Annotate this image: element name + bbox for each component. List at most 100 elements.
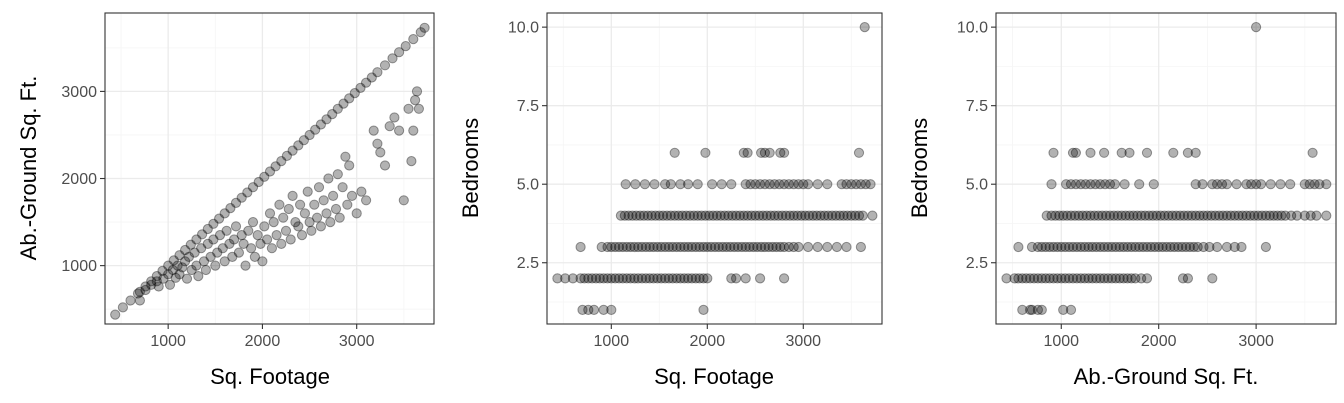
x-tick-label: 3000	[1238, 333, 1274, 350]
data-point	[617, 273, 628, 284]
data-point	[715, 210, 726, 221]
data-point	[1207, 273, 1218, 284]
panel-2-ticks: 1000 2000 3000 2.5 5.0 7.5 10.0	[508, 20, 821, 350]
data-point	[686, 241, 698, 253]
data-point	[636, 241, 648, 253]
data-point	[630, 179, 641, 190]
data-point	[287, 190, 298, 201]
data-point	[408, 34, 419, 45]
data-point	[1155, 210, 1166, 221]
data-point	[1124, 210, 1135, 221]
data-point	[1186, 210, 1197, 221]
data-point	[379, 60, 391, 71]
data-point	[1083, 241, 1094, 253]
data-point	[1036, 304, 1047, 315]
data-point	[744, 241, 755, 253]
data-point	[1017, 273, 1028, 284]
y-tick-label: 3000	[61, 84, 97, 101]
data-point	[652, 241, 663, 253]
data-point	[236, 230, 247, 241]
data-point	[1095, 179, 1106, 190]
data-point	[1089, 210, 1100, 221]
data-point	[1044, 273, 1055, 284]
data-point	[366, 72, 377, 83]
data-point	[692, 210, 703, 221]
data-point	[270, 161, 281, 172]
data-point	[759, 179, 771, 190]
data-point	[1304, 179, 1315, 190]
data-point	[321, 114, 332, 125]
data-point	[1251, 22, 1262, 33]
data-point	[713, 241, 724, 253]
data-point	[1071, 241, 1083, 253]
data-point	[368, 125, 379, 136]
data-point	[726, 179, 737, 190]
data-point	[660, 179, 671, 190]
data-point	[1233, 210, 1244, 221]
data-point	[296, 230, 308, 241]
data-point	[1286, 210, 1297, 221]
data-point	[1163, 210, 1174, 221]
data-point	[1009, 273, 1020, 284]
data-point	[841, 241, 852, 253]
data-point	[646, 210, 657, 221]
data-point	[1102, 241, 1114, 253]
data-point	[1070, 179, 1082, 190]
data-point	[738, 210, 749, 221]
data-point	[1114, 241, 1125, 253]
data-point	[259, 171, 270, 182]
data-point	[717, 241, 728, 253]
data-point	[186, 264, 197, 276]
data-point	[742, 147, 753, 158]
data-point	[1217, 210, 1229, 221]
data-point	[1229, 210, 1240, 221]
data-point	[841, 179, 852, 190]
data-point	[304, 129, 315, 141]
data-point	[779, 147, 790, 158]
data-point	[583, 273, 594, 284]
data-point	[413, 103, 424, 114]
data-point	[1280, 210, 1291, 221]
data-point	[757, 210, 769, 221]
data-point	[669, 210, 680, 221]
data-point	[842, 210, 853, 221]
data-point	[729, 241, 740, 253]
data-point	[1119, 179, 1130, 190]
data-point	[236, 192, 247, 203]
panel-above-ground-vs-bedrooms: 1000 2000 3000 2.5 5.0 7.5 10.0 Ab.-Ground Sq.…	[907, 12, 1337, 389]
data-point	[1102, 273, 1114, 284]
data-point	[355, 82, 366, 94]
data-point	[1241, 179, 1252, 190]
data-point	[1099, 147, 1110, 158]
y-tick-label: 5.0	[966, 177, 988, 194]
data-point	[1118, 241, 1129, 253]
data-point	[1265, 179, 1276, 190]
data-point	[660, 273, 671, 284]
data-point	[667, 241, 678, 253]
data-point	[694, 273, 705, 284]
data-point	[577, 304, 588, 315]
data-point	[1145, 241, 1157, 253]
data-point	[285, 234, 296, 245]
data-point	[1032, 241, 1044, 253]
data-point	[702, 241, 713, 253]
data-point	[247, 217, 259, 228]
data-point	[304, 217, 315, 228]
data-point	[240, 260, 251, 271]
data-point	[1321, 179, 1332, 190]
data-point	[1276, 210, 1287, 221]
data-point	[125, 295, 136, 306]
panel-3-points	[1001, 22, 1332, 315]
data-point	[796, 210, 807, 221]
data-point	[174, 250, 185, 261]
data-point	[767, 241, 778, 253]
data-point	[302, 186, 313, 197]
data-point	[202, 223, 213, 235]
data-point	[1114, 273, 1125, 284]
data-point	[1122, 241, 1133, 253]
data-point	[765, 210, 776, 221]
data-point	[784, 210, 796, 221]
data-point	[172, 260, 183, 271]
data-point	[1182, 273, 1194, 284]
data-point	[750, 210, 761, 221]
